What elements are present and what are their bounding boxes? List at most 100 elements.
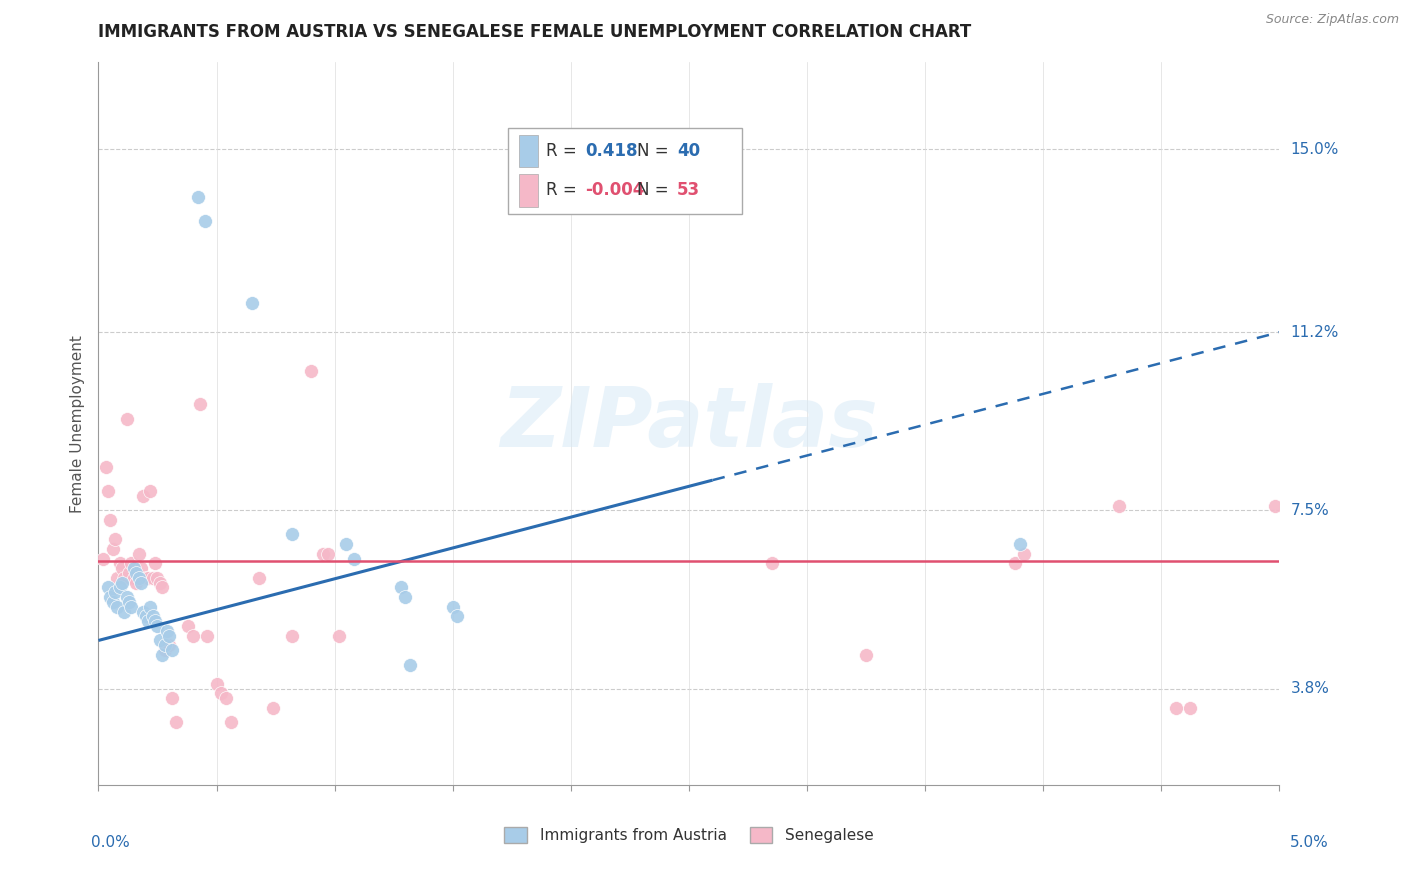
- Point: [312, 547, 335, 561]
- Point: [121, 557, 143, 571]
- Point: [156, 624, 179, 638]
- Point: [146, 571, 169, 585]
- Point: [299, 364, 322, 378]
- Point: [125, 566, 148, 580]
- Text: 11.2%: 11.2%: [1291, 325, 1339, 340]
- Point: [115, 412, 138, 426]
- Point: [240, 296, 263, 310]
- Point: [143, 614, 166, 628]
- Y-axis label: Female Unemployment: Female Unemployment: [69, 334, 84, 513]
- Point: [97, 484, 120, 499]
- Point: [111, 575, 134, 590]
- Point: [1178, 701, 1201, 715]
- Point: [1008, 537, 1031, 551]
- Point: [135, 609, 157, 624]
- Point: [132, 605, 155, 619]
- Text: -0.004: -0.004: [585, 181, 645, 199]
- Point: [115, 590, 138, 604]
- Point: [1014, 547, 1036, 561]
- Point: [104, 533, 127, 547]
- Legend: Immigrants from Austria, Senegalese: Immigrants from Austria, Senegalese: [498, 822, 880, 849]
- Point: [135, 571, 157, 585]
- Point: [215, 691, 238, 706]
- Point: [139, 599, 162, 614]
- Point: [855, 648, 877, 662]
- Point: [129, 575, 152, 590]
- Point: [118, 595, 141, 609]
- Point: [328, 629, 350, 643]
- Point: [112, 605, 135, 619]
- Point: [446, 609, 468, 624]
- Point: [108, 581, 131, 595]
- Point: [104, 585, 127, 599]
- Point: [101, 595, 124, 609]
- Text: 40: 40: [676, 142, 700, 160]
- Point: [195, 629, 218, 643]
- Point: [136, 571, 159, 585]
- Point: [94, 460, 117, 475]
- Point: [122, 561, 145, 575]
- Point: [262, 701, 284, 715]
- Point: [153, 643, 176, 657]
- Point: [98, 590, 121, 604]
- Point: [128, 547, 150, 561]
- Point: [150, 581, 173, 595]
- Point: [219, 715, 242, 730]
- Point: [111, 561, 134, 575]
- Point: [136, 614, 159, 628]
- Point: [121, 599, 143, 614]
- Point: [112, 571, 135, 585]
- Point: [181, 629, 204, 643]
- Text: 5.0%: 5.0%: [1289, 836, 1329, 850]
- Point: [209, 686, 232, 700]
- Point: [1108, 499, 1130, 513]
- Point: [157, 638, 180, 652]
- Point: [128, 571, 150, 585]
- Point: [281, 629, 304, 643]
- Point: [149, 633, 172, 648]
- Point: [188, 397, 211, 411]
- Point: [105, 571, 128, 585]
- Point: [205, 677, 228, 691]
- Point: [194, 214, 217, 228]
- Point: [177, 619, 200, 633]
- Point: [105, 599, 128, 614]
- Point: [281, 527, 304, 541]
- Text: N =: N =: [637, 181, 675, 199]
- Point: [157, 629, 180, 643]
- Point: [1004, 557, 1026, 571]
- Point: [342, 551, 364, 566]
- Point: [108, 557, 131, 571]
- Point: [142, 609, 165, 624]
- Point: [98, 513, 121, 527]
- Point: [761, 557, 783, 571]
- Point: [129, 561, 152, 575]
- Text: R =: R =: [546, 142, 582, 160]
- Point: [316, 547, 339, 561]
- Text: R =: R =: [546, 181, 582, 199]
- Point: [142, 571, 165, 585]
- Point: [97, 581, 120, 595]
- Point: [394, 590, 416, 604]
- Point: [165, 715, 187, 730]
- Point: [118, 566, 141, 580]
- Point: [101, 541, 124, 556]
- Text: 53: 53: [676, 181, 700, 199]
- Point: [1164, 701, 1187, 715]
- Point: [91, 551, 114, 566]
- Point: [160, 691, 183, 706]
- Text: IMMIGRANTS FROM AUSTRIA VS SENEGALESE FEMALE UNEMPLOYMENT CORRELATION CHART: IMMIGRANTS FROM AUSTRIA VS SENEGALESE FE…: [98, 23, 972, 41]
- Text: 15.0%: 15.0%: [1291, 142, 1339, 157]
- Point: [122, 571, 145, 585]
- Text: ZIPatlas: ZIPatlas: [501, 384, 877, 464]
- Point: [335, 537, 357, 551]
- Point: [139, 484, 162, 499]
- Point: [150, 648, 173, 662]
- Text: N =: N =: [637, 142, 675, 160]
- Point: [247, 571, 270, 585]
- Point: [187, 190, 209, 204]
- Point: [1264, 499, 1286, 513]
- Text: 0.418: 0.418: [585, 142, 638, 160]
- Text: 0.0%: 0.0%: [91, 836, 131, 850]
- Text: 3.8%: 3.8%: [1291, 681, 1330, 696]
